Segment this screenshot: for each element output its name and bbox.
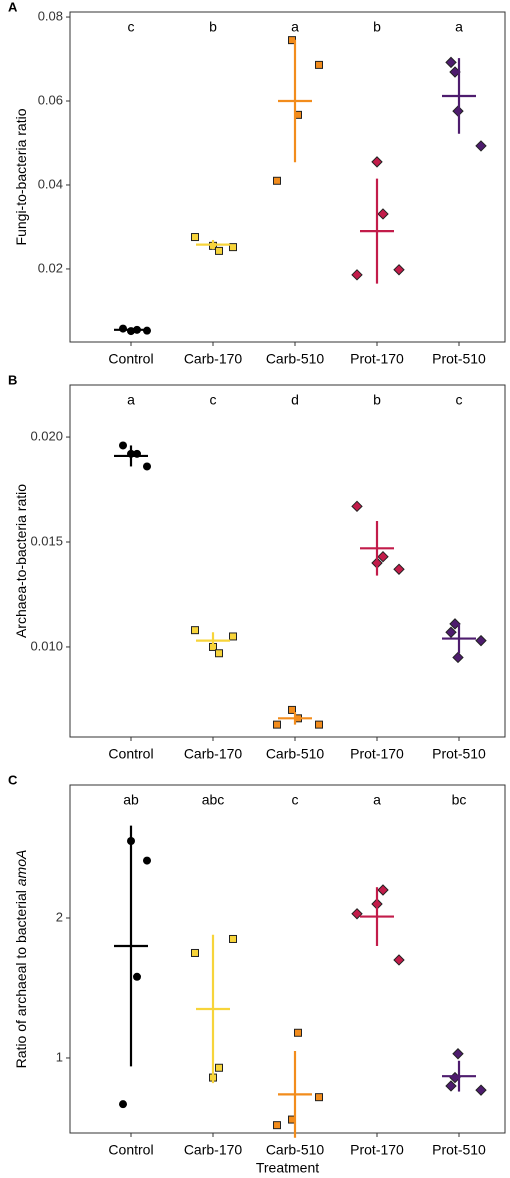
significance-letter: abc [202,792,225,808]
data-point [315,60,323,69]
data-point [273,720,281,729]
data-point [475,634,487,647]
data-point [445,56,457,69]
data-point [449,618,461,630]
significance-letter: a [373,792,381,808]
x-tick-label: Carb-510 [266,1142,325,1158]
data-point [191,626,199,635]
data-point [377,884,389,896]
significance-letter: a [455,19,463,35]
data-point [215,246,223,255]
significance-letter: b [373,19,381,35]
data-point [445,626,457,638]
data-point [143,856,151,865]
data-point [119,1100,127,1109]
x-tick-label: Prot-510 [432,351,486,367]
data-point [452,651,464,664]
data-point [351,269,363,281]
significance-letter: ab [123,792,139,808]
y-tick-label: 0.020 [30,428,63,443]
y-axis-label-part: Archaea-to-bacteria ratio [13,484,29,638]
significance-letter: d [291,392,299,408]
data-point [229,934,237,943]
significance-letter: c [456,392,463,408]
significance-letter: c [128,19,135,35]
data-point [191,948,199,957]
x-tick-label: Carb-170 [184,351,243,367]
y-tick-label: 2 [56,909,63,924]
plot-frame [69,11,506,343]
x-tick-label: Carb-170 [184,1142,243,1158]
significance-letter: b [209,19,217,35]
data-point [315,720,323,729]
panel-label: A [8,0,18,14]
y-tick-label: 0.08 [38,8,63,23]
x-tick-label: Control [108,746,153,762]
significance-letter: b [373,392,381,408]
data-point [377,550,389,563]
y-tick-label: 0.015 [30,533,63,548]
data-point [288,705,296,714]
y-axis-label-part: Fungi-to-bacteria ratio [13,108,29,245]
y-axis-label-part: Ratio of archaeal to bacterial [13,886,29,1068]
data-point [119,441,127,450]
x-tick-label: Prot-170 [350,746,404,762]
data-point [229,243,237,252]
significance-letter: c [292,792,299,808]
data-point [351,500,363,513]
y-axis-label-part: amoA [13,850,29,887]
x-tick-label: Prot-170 [350,351,404,367]
data-point [475,1084,487,1096]
data-point [475,140,487,152]
panel: B 0.010 0.015 0.020 Archaea-to-bacteria rati… [8,372,506,762]
data-point [191,233,199,242]
data-point [371,156,383,168]
significance-letter: a [291,19,299,35]
data-point [452,1048,464,1060]
data-point [377,208,389,220]
significance-letter: bc [452,792,467,808]
x-tick-label: Carb-510 [266,351,325,367]
x-tick-label: Carb-170 [184,746,243,762]
data-point [445,1080,457,1092]
data-point [393,563,405,575]
y-tick-label: 0.010 [30,638,63,653]
data-point [215,1063,223,1072]
data-point [273,176,281,185]
y-tick-label: 0.02 [38,260,63,275]
panel-label: C [8,772,18,787]
data-point [351,908,363,920]
data-point [294,1028,302,1037]
y-tick-label: 0.04 [38,176,63,191]
data-point [133,972,141,981]
y-tick-label: 1 [56,1049,63,1064]
x-tick-label: Control [108,351,153,367]
significance-letter: c [210,392,217,408]
data-point [315,1093,323,1102]
y-axis-label: Ratio of archaeal to bacterial amoA [13,850,29,1069]
plot-frame [69,384,506,738]
data-point [119,324,127,333]
y-axis-label: Fungi-to-bacteria ratio [13,108,29,245]
x-axis-label: Treatment [256,1160,319,1176]
x-tick-label: Prot-170 [350,1142,404,1158]
x-tick-label: Control [108,1142,153,1158]
plot-frame [69,784,506,1134]
x-tick-label: Carb-510 [266,746,325,762]
data-point [393,264,405,276]
y-axis-label: Archaea-to-bacteria ratio [13,484,29,638]
data-point [229,632,237,641]
data-point [143,462,151,471]
significance-letter: a [127,392,135,408]
x-tick-label: Prot-510 [432,746,486,762]
panel-label: B [8,372,17,387]
data-point [215,649,223,658]
data-point [393,954,405,966]
data-point [273,1121,281,1130]
x-tick-label: Prot-510 [432,1142,486,1158]
panel: A 0.02 0.04 0.06 0.08 Fungi-to-bacteria ratio… [8,0,506,367]
panel: C 1 2 Ratio of archaeal to bacterial amoA Co… [8,772,506,1176]
y-tick-label: 0.06 [38,92,63,107]
